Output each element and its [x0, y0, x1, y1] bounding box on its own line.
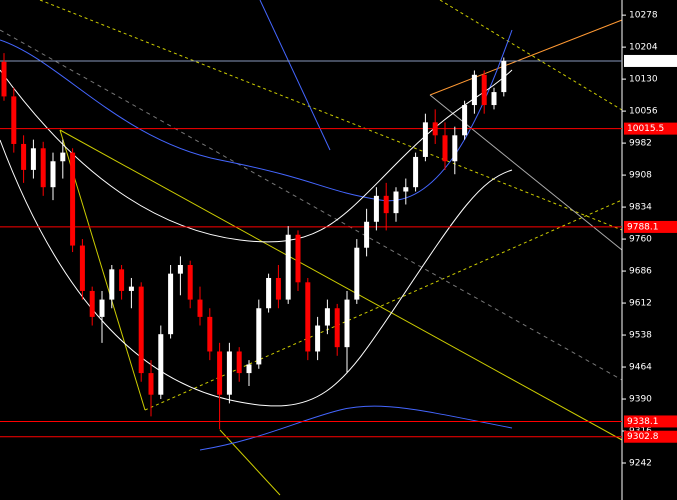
- candle-body: [285, 234, 291, 300]
- y-tick-label: 9390: [629, 395, 652, 405]
- candle-body: [1, 61, 7, 97]
- level-label: 9302.8: [627, 432, 659, 442]
- candle-body: [403, 187, 409, 192]
- candle-body: [109, 269, 115, 300]
- candle-body: [50, 161, 56, 188]
- candle-body: [432, 122, 438, 136]
- candle-body: [471, 74, 477, 106]
- candle-body: [21, 143, 27, 170]
- candle-body: [177, 265, 183, 274]
- candle-body: [128, 286, 134, 291]
- y-tick-label: 9908: [629, 171, 652, 181]
- candle-body: [207, 316, 213, 352]
- candle-body: [168, 273, 174, 335]
- candle-body: [344, 299, 350, 348]
- candle-body: [79, 245, 85, 291]
- y-tick-label: 9612: [629, 299, 652, 309]
- candle-body: [481, 74, 487, 106]
- y-tick-label: 9686: [629, 267, 652, 277]
- candle-body: [422, 122, 428, 157]
- y-tick-label: 10278: [629, 11, 658, 21]
- candle-body: [138, 286, 144, 374]
- y-tick-label: 10204: [629, 43, 658, 53]
- candle-body: [226, 351, 232, 395]
- candle-body: [89, 290, 95, 317]
- candle-body: [275, 277, 281, 300]
- y-tick-label: 10130: [629, 75, 658, 85]
- candle-body: [246, 364, 252, 374]
- candle-body: [462, 105, 468, 136]
- candle-body: [491, 92, 497, 106]
- level-label: 9788.1: [627, 222, 659, 232]
- candle-body: [30, 148, 36, 170]
- candle-body: [393, 191, 399, 214]
- candle-body: [99, 299, 105, 317]
- y-tick-label: 9760: [629, 235, 652, 245]
- candle-body: [256, 308, 262, 365]
- candle-body: [442, 135, 448, 162]
- candle-body: [148, 373, 154, 395]
- level-label: 10015.5: [627, 124, 664, 134]
- candle-body: [413, 156, 419, 188]
- candle-body: [373, 195, 379, 222]
- level-label-box: [624, 430, 677, 443]
- y-tick-label: 9538: [629, 331, 652, 341]
- candle-body: [354, 247, 360, 300]
- y-tick-label: 9834: [629, 203, 652, 213]
- candle-body: [197, 299, 203, 317]
- candle-body: [364, 221, 370, 248]
- level-label-box: [624, 415, 677, 428]
- level-label: 10172.0: [627, 56, 664, 66]
- candle-body: [40, 148, 46, 188]
- candle-body: [70, 152, 76, 246]
- candle-body: [60, 152, 66, 162]
- candle-body: [158, 334, 164, 395]
- candle-body: [217, 351, 223, 395]
- candle-body: [266, 277, 272, 309]
- level-label-box: [624, 122, 677, 135]
- candle-body: [501, 60, 507, 93]
- level-label-box: [624, 54, 677, 67]
- candle-body: [324, 308, 330, 326]
- y-tick-label: 9982: [629, 139, 652, 149]
- level-label: 9338.1: [627, 417, 659, 427]
- candle-body: [334, 308, 340, 348]
- level-label-box: [624, 220, 677, 233]
- candle-body: [383, 195, 389, 214]
- candle-body: [305, 282, 311, 352]
- candle-body: [452, 135, 458, 162]
- candle-body: [315, 325, 321, 352]
- y-tick-label: 9464: [629, 363, 652, 373]
- candle-body: [119, 269, 125, 291]
- y-tick-label: 9242: [629, 459, 652, 469]
- y-tick-label: 10056: [629, 107, 658, 117]
- trendlines: [0, 0, 623, 496]
- candle-body: [295, 234, 301, 283]
- candle-body: [11, 96, 17, 144]
- candle-body: [187, 265, 193, 300]
- candle-body: [236, 351, 242, 374]
